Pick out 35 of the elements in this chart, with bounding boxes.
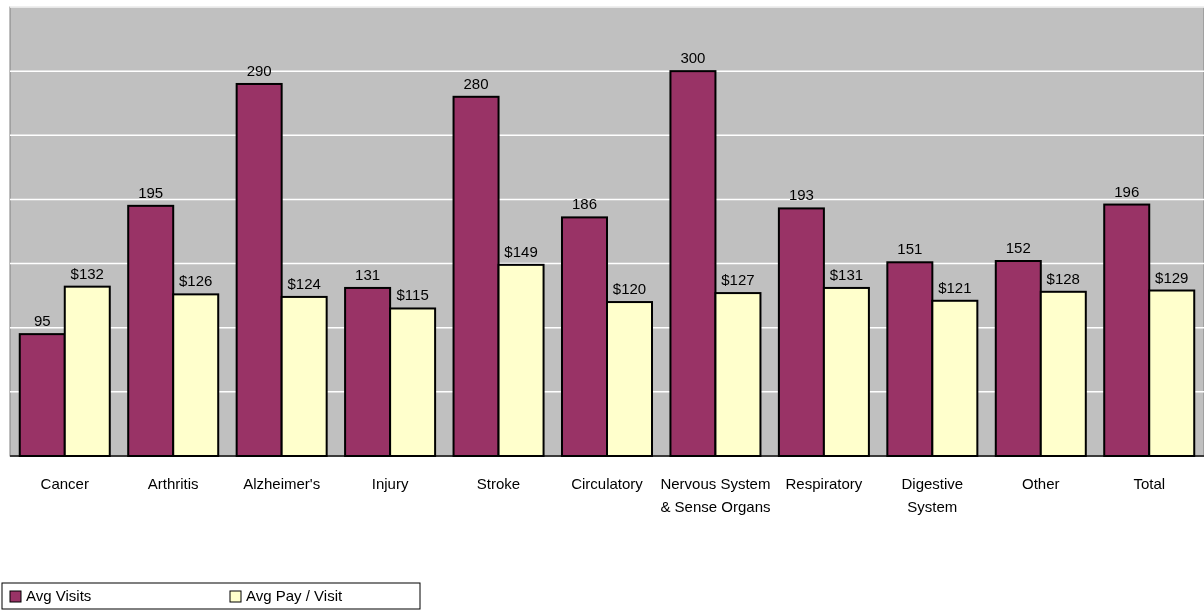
x-tick-label: Arthritis: [147, 475, 199, 492]
x-tick-label: Alzheimer's: [243, 475, 321, 492]
data-label: 300: [680, 49, 706, 67]
data-label: 280: [463, 74, 489, 92]
data-label: 131: [355, 265, 381, 283]
x-tick-label: Total: [1133, 475, 1166, 492]
x-tick-label: Respiratory: [785, 475, 863, 492]
data-label: $115: [396, 286, 429, 304]
legend-label: Avg Pay / Visit: [246, 587, 343, 604]
data-label: $129: [1155, 268, 1189, 286]
data-label: $126: [179, 272, 213, 290]
data-label: 152: [1005, 239, 1031, 257]
data-label: 196: [1114, 182, 1140, 200]
data-label: 290: [246, 61, 272, 79]
x-tick-label: Cancer: [40, 475, 89, 492]
x-tick-label: Nervous System & Sense Organs: [660, 475, 771, 515]
x-tick-label: Digestive System: [901, 475, 964, 515]
data-label: 151: [897, 240, 923, 258]
legend-label: Avg Visits: [26, 587, 92, 604]
data-label: $128: [1046, 269, 1080, 287]
x-tick-label: Stroke: [476, 475, 521, 492]
x-tick-label: Circulatory: [571, 475, 644, 492]
data-label: 95: [33, 312, 51, 330]
data-label: $121: [938, 278, 972, 296]
data-label: $120: [612, 280, 647, 298]
data-label: $131: [829, 265, 864, 283]
x-tick-label: Other: [1022, 475, 1060, 492]
x-tick-label: Injury: [371, 475, 409, 492]
data-label: $127: [721, 271, 755, 289]
data-label: $132: [70, 264, 104, 282]
data-label: $149: [504, 242, 538, 260]
data-label: 193: [788, 186, 814, 204]
data-label: 195: [138, 183, 164, 201]
data-label: 186: [571, 195, 598, 213]
data-label: $124: [287, 274, 321, 292]
